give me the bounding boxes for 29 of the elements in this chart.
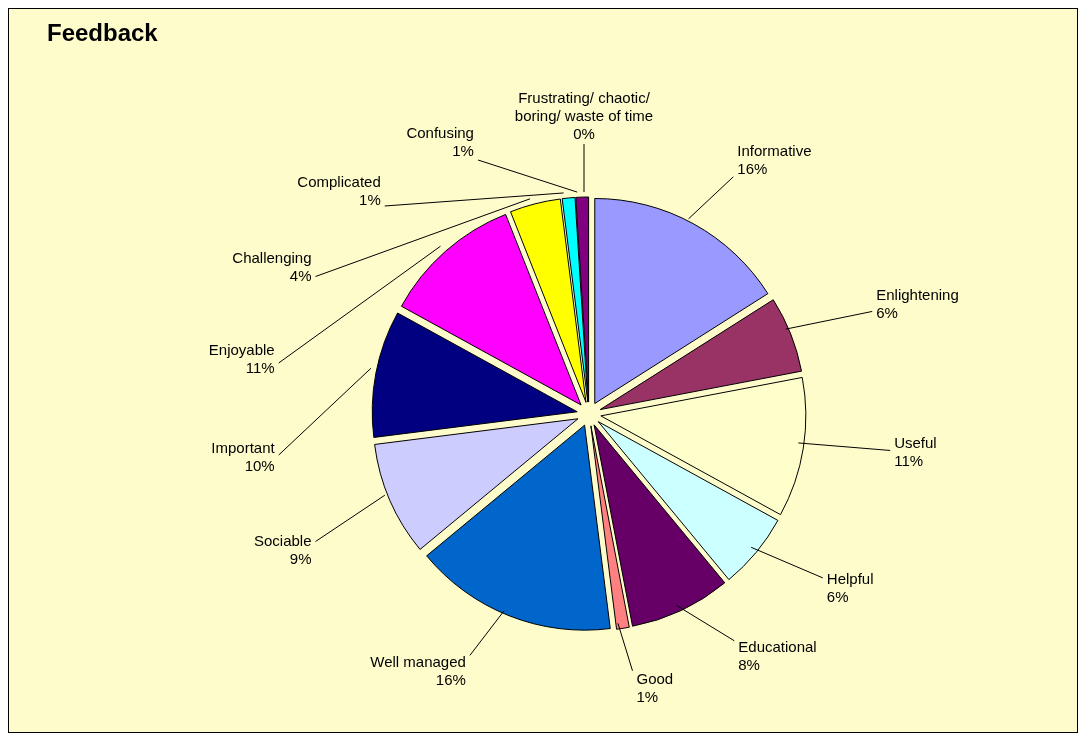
slice-label: Good — [636, 669, 674, 687]
slice-label: Confusing — [406, 124, 474, 142]
data-label: 1% — [452, 142, 474, 160]
data-label: 4% — [289, 266, 312, 284]
data-label: 1% — [359, 191, 381, 209]
data-label: 16% — [435, 671, 466, 689]
slice-label: Helpful — [826, 570, 874, 588]
slice-label: Challenging — [232, 248, 312, 266]
slice-label: Enjoyable — [208, 340, 275, 358]
slice-label: Important — [211, 439, 276, 457]
data-label: 6% — [876, 303, 898, 321]
data-label: 16% — [737, 160, 768, 178]
data-label: 1% — [636, 687, 659, 705]
data-label: 11% — [245, 358, 275, 376]
slice-label: Complicated — [297, 173, 381, 191]
text: 0% — [573, 125, 595, 142]
slice-label: Useful — [894, 434, 937, 452]
slice-label: Well managed — [370, 653, 466, 671]
slice-label: Educational — [738, 637, 817, 655]
slice-label: Informative — [737, 142, 812, 160]
data-label: 11% — [894, 452, 924, 470]
category-label: Frustrating/ chaotic/ boring/ waste of time — [514, 89, 654, 124]
slice-label: Enlightening — [876, 285, 959, 303]
slice-label: Sociable — [253, 531, 312, 549]
data-label: 10% — [244, 457, 275, 475]
data-label: 8% — [738, 655, 760, 673]
chart-title: Feedback — [47, 19, 158, 47]
data-label: 6% — [826, 588, 849, 606]
data-label: 9% — [289, 549, 312, 567]
